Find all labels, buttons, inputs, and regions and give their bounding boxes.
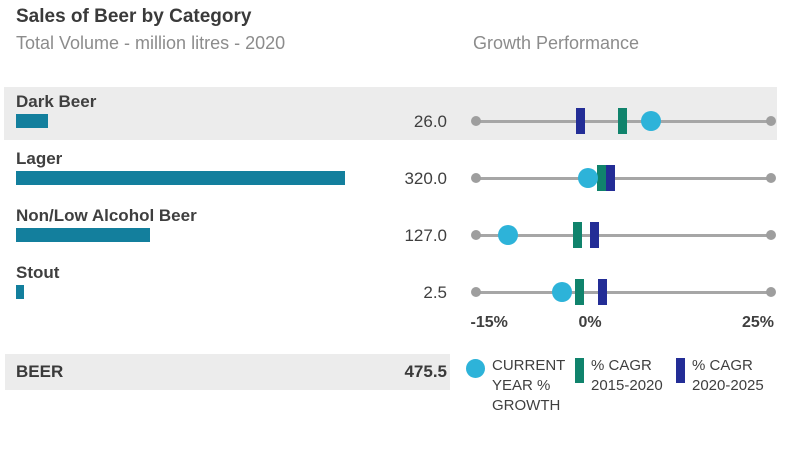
volume-subtitle: Total Volume - million litres - 2020 — [16, 33, 286, 53]
growth-performance-header: Growth Performance — [473, 33, 640, 53]
volume-value: 320.0 — [404, 169, 447, 188]
category-label: Non/Low Alcohol Beer — [16, 206, 197, 225]
legend-label: % CAGR 2020-2025 — [692, 357, 764, 394]
legend-label: CURRENT YEAR % GROWTH — [492, 357, 566, 414]
volume-bar — [16, 228, 150, 242]
legend-label: % CAGR 2015-2020 — [591, 357, 663, 394]
cagr-2015-2020-marker — [572, 222, 582, 248]
total-row: BEER 475.5 — [5, 354, 450, 390]
category-label: Lager — [16, 149, 63, 168]
axis-tick-zero: 0% — [578, 314, 602, 331]
axis-endpoint-dot-left — [471, 116, 481, 126]
cagr-2015-2020-marker — [574, 279, 584, 305]
total-value: 475.5 — [404, 362, 447, 381]
legend-item-current-year-growth: CURRENT YEAR % GROWTH — [466, 356, 565, 416]
current-year-growth-marker — [578, 168, 598, 188]
cagr-2020-2025-marker — [605, 165, 615, 191]
category-row-stout: Stout 2.5 — [0, 258, 811, 315]
axis-endpoint-dot-right — [766, 287, 776, 297]
cagr-2020-2025-marker — [598, 279, 608, 305]
page-title: Sales of Beer by Category — [16, 6, 252, 27]
cagr-2015-2020-legend-icon — [575, 358, 584, 383]
cagr-2020-2025-marker — [589, 222, 599, 248]
axis-tick-25: 25% — [741, 314, 775, 331]
volume-bar — [16, 114, 48, 128]
category-label: Dark Beer — [16, 92, 97, 111]
volume-value: 127.0 — [404, 226, 447, 245]
cagr-2020-2025-legend-icon — [676, 358, 685, 383]
axis-endpoint-dot-left — [471, 230, 481, 240]
cagr-2015-2020-marker — [617, 108, 627, 134]
legend-item-cagr-2015-2020: % CAGR 2015-2020 — [575, 356, 663, 396]
current-year-growth-marker — [640, 111, 661, 131]
axis-tick-minus-15: -15% — [470, 314, 508, 331]
cagr-2015-2020-marker — [596, 165, 606, 191]
category-row-non-low-alcohol-beer: Non/Low Alcohol Beer 127.0 — [0, 201, 811, 258]
current-year-growth-legend-icon — [466, 359, 485, 378]
volume-value: 2.5 — [423, 283, 447, 302]
growth-axis-line — [476, 291, 771, 294]
category-row-lager: Lager 320.0 — [0, 144, 811, 201]
growth-axis-line — [476, 177, 771, 180]
category-rows: Dark Beer 26.0 Lager 320.0 Non/Low Alcoh… — [0, 87, 811, 315]
growth-axis-line — [476, 234, 771, 237]
total-label: BEER — [16, 362, 64, 381]
axis-endpoint-dot-left — [471, 173, 481, 183]
current-year-growth-marker — [551, 282, 572, 302]
category-row-dark-beer: Dark Beer 26.0 — [0, 87, 811, 144]
axis-endpoint-dot-right — [766, 116, 776, 126]
axis-endpoint-dot-right — [766, 173, 776, 183]
volume-bar — [16, 285, 25, 299]
cagr-2020-2025-marker — [576, 108, 586, 134]
axis-endpoint-dot-right — [766, 230, 776, 240]
volume-bar — [16, 171, 345, 185]
axis-endpoint-dot-left — [471, 287, 481, 297]
category-label: Stout — [16, 263, 60, 282]
current-year-growth-marker — [498, 225, 518, 245]
legend-item-cagr-2020-2025: % CAGR 2020-2025 — [676, 356, 764, 396]
volume-value: 26.0 — [413, 112, 447, 131]
